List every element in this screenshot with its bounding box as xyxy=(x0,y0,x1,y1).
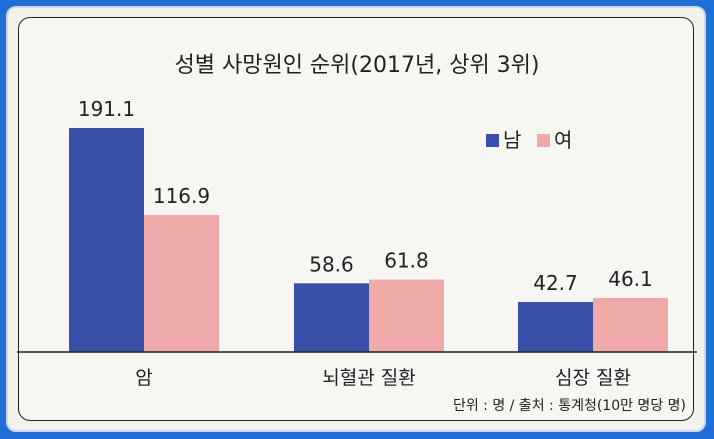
data-label-male-1: 58.6 xyxy=(309,252,354,276)
chart-title: 성별 사망원인 순위(2017년, 상위 3위) xyxy=(175,53,540,78)
bar-male-0 xyxy=(69,128,144,352)
legend-label-female: 여 xyxy=(554,128,572,152)
bar-male-1 xyxy=(294,283,369,352)
data-label-female-2: 46.1 xyxy=(608,267,653,291)
bar-female-0 xyxy=(144,214,219,352)
data-label-female-1: 61.8 xyxy=(384,249,429,273)
data-label-male-2: 42.7 xyxy=(533,271,578,295)
bar-female-1 xyxy=(369,279,444,352)
chart-frame xyxy=(6,6,706,432)
data-label-female-0: 116.9 xyxy=(153,184,210,208)
legend: 남 여 xyxy=(486,128,572,152)
data-label-male-0: 191.1 xyxy=(78,97,135,121)
category-label-2: 심장 질환 xyxy=(555,367,631,389)
category-label-0: 암 xyxy=(135,367,152,389)
category-label-1: 뇌혈관 질환 xyxy=(322,367,415,389)
legend-swatch-male xyxy=(486,134,499,147)
legend-swatch-female xyxy=(537,134,550,147)
legend-label-male: 남 xyxy=(503,128,521,152)
source-note: 단위 : 명 / 출처 : 통계청(10만 명당 명) xyxy=(453,398,686,414)
bar-male-2 xyxy=(518,301,593,352)
bar-female-2 xyxy=(593,297,668,352)
